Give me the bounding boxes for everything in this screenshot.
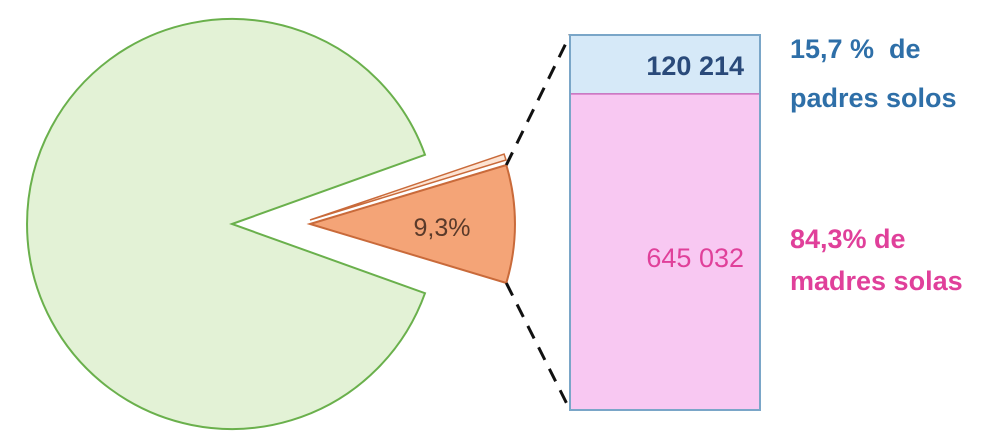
pie-slice-thin-highlight [309, 153, 507, 221]
bar-segment-madres [569, 93, 761, 411]
pie-slice-exploded-label: 9,3% [414, 214, 471, 242]
connector-line-bottom [504, 282, 572, 411]
madres-share-label: 84,3% de [790, 224, 906, 254]
pie-slice-main [26, 18, 427, 430]
connector-line-top [504, 34, 572, 166]
padres-share-label: 15,7 % de [790, 34, 921, 64]
bar-segment-madres-value: 645 032 [646, 243, 744, 273]
bar-segment-padres-value: 120 214 [646, 51, 744, 81]
padres-category-label: padres solos [790, 83, 957, 113]
bar-frame [569, 34, 761, 411]
madres-category-label: madres solas [790, 266, 963, 296]
pie-slice-exploded [306, 163, 516, 285]
